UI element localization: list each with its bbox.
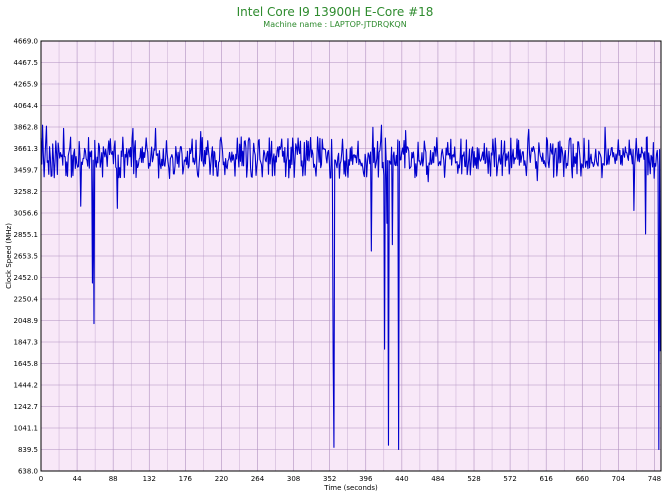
x-tick-label: 704 [612,475,626,483]
x-tick-label: 660 [576,475,589,483]
x-tick-label: 308 [287,475,300,483]
x-tick-label: 484 [431,475,445,483]
y-tick-label: 1242.7 [14,403,39,411]
y-tick-label: 4064.4 [14,102,39,110]
y-tick-label: 1041.1 [14,425,39,433]
y-tick-label: 3056.6 [14,210,39,218]
y-tick-label: 3258.2 [14,188,39,196]
y-tick-label: 839.5 [18,446,38,454]
x-tick-label: 396 [359,475,373,483]
y-tick-label: 2653.5 [14,253,39,261]
y-tick-label: 2855.1 [14,231,39,239]
x-tick-labels: 0 44 88 132 176 220 264 308 352 396 440 484 528 572 61… [39,475,661,483]
x-tick-label: 88 [109,475,118,483]
x-tick-label: 264 [251,475,265,483]
x-axis-label: Time (seconds) [323,484,378,492]
chart-title: Intel Core I9 13900H E-Core #18 [236,5,434,19]
y-tick-label: 1444.2 [14,382,39,390]
x-tick-label: 220 [215,475,228,483]
y-axis-label: Clock Speed (MHz) [5,223,13,289]
series-line-group [40,124,661,451]
grid-lines [40,40,661,472]
y-tick-label: 4467.5 [14,59,39,67]
x-tick-label: 748 [648,475,661,483]
y-tick-label: 3862.8 [14,124,39,132]
y-tick-label: 3459.7 [14,167,39,175]
x-tick-label: 528 [467,475,480,483]
x-tick-label: 352 [323,475,336,483]
x-tick-label: 572 [503,475,516,483]
y-tick-label: 638.0 [18,468,38,476]
y-tick-label: 4669.0 [14,38,39,46]
y-tick-label: 3661.3 [14,145,39,153]
series-line [40,124,661,451]
y-tick-label: 4265.9 [14,81,39,89]
y-tick-label: 1645.8 [14,360,39,368]
y-tick-label: 2048.9 [14,317,39,325]
plot-frame [40,40,662,472]
x-tick-label: 176 [179,475,193,483]
x-tick-label: 0 [39,475,43,483]
x-tick-label: 132 [143,475,156,483]
y-tick-label: 1847.3 [14,339,39,347]
chart-subtitle: Machine name : LAPTOP-JTDRQKQN [263,20,407,29]
y-tick-label: 2250.4 [14,296,39,304]
x-tick-label: 44 [73,475,82,483]
y-tick-labels: 4669.0 4467.5 4265.9 4064.4 3862.8 3661.3 3459… [14,38,39,476]
x-tick-label: 440 [395,475,408,483]
y-tick-label: 2452.0 [14,274,39,282]
x-tick-label: 616 [539,475,553,483]
